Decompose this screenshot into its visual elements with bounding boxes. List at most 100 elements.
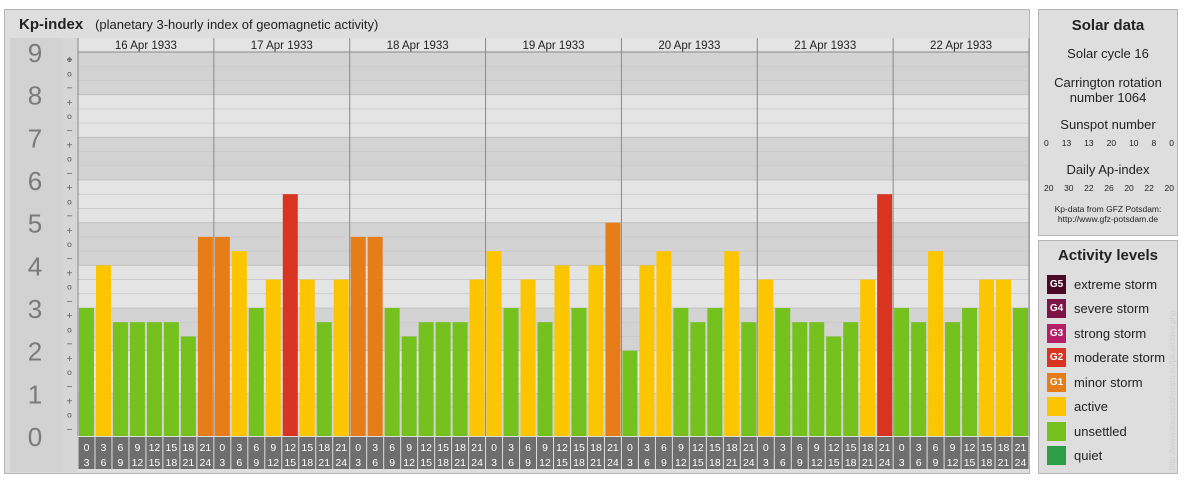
kp-bar <box>894 308 910 436</box>
kp-bar <box>146 322 162 436</box>
time-label-start: 12 <box>284 442 296 454</box>
time-box <box>825 437 842 469</box>
time-label-end: 18 <box>981 457 993 469</box>
time-label-start: 9 <box>814 442 820 454</box>
time-label-end: 9 <box>118 457 124 469</box>
time-box <box>316 437 333 469</box>
time-box <box>638 437 655 469</box>
time-label-end: 18 <box>573 457 585 469</box>
time-label-end: 12 <box>811 457 823 469</box>
kp-bar <box>1013 308 1028 436</box>
time-label-end: 21 <box>590 457 602 469</box>
time-label-end: 3 <box>84 457 90 469</box>
time-label-start: 21 <box>743 442 755 454</box>
legend-label: extreme storm <box>1074 276 1158 292</box>
time-label-end: 24 <box>607 457 619 469</box>
time-label-start: 9 <box>542 442 548 454</box>
time-label-end: 12 <box>403 457 415 469</box>
time-box <box>248 437 265 469</box>
kp-bar <box>401 336 417 436</box>
time-box <box>282 437 299 469</box>
time-box <box>214 437 231 469</box>
time-label-end: 15 <box>284 457 296 469</box>
kp-bar <box>520 279 536 436</box>
kp-band <box>78 137 1029 180</box>
time-label-end: 6 <box>236 457 242 469</box>
time-label-start: 12 <box>964 442 976 454</box>
time-box <box>520 437 537 469</box>
kp-bar <box>656 251 672 436</box>
time-label-start: 9 <box>678 442 684 454</box>
y-sub-tick: − <box>66 84 73 93</box>
kp-bar <box>707 308 723 436</box>
legend-swatch: G2 <box>1047 348 1066 367</box>
kp-bar <box>724 251 740 436</box>
kp-bar <box>231 251 247 436</box>
kp-bar <box>418 322 434 436</box>
day-label: 21 Apr 1933 <box>794 40 856 52</box>
y-tick-label: 6 <box>28 166 42 196</box>
sunspot-value: 20 <box>1106 138 1117 148</box>
kp-bar <box>384 308 400 436</box>
time-label-start: 18 <box>454 442 466 454</box>
time-label-end: 6 <box>101 457 107 469</box>
kp-bar <box>248 308 264 436</box>
time-label-end: 21 <box>318 457 330 469</box>
time-label-start: 0 <box>491 442 497 454</box>
time-label-start: 3 <box>236 442 242 454</box>
time-box <box>910 437 927 469</box>
time-label-end: 12 <box>675 457 687 469</box>
activity-levels-panel: Activity levels G5 extreme storm G4 severe … <box>1038 240 1178 474</box>
kp-bar <box>996 279 1012 436</box>
time-label-start: 21 <box>200 442 212 454</box>
kp-bar <box>962 308 978 436</box>
kp-bar <box>639 265 655 436</box>
time-box <box>265 437 282 469</box>
time-label-start: 18 <box>998 442 1010 454</box>
kp-bar <box>79 308 94 436</box>
time-label-end: 3 <box>763 457 769 469</box>
solar-cycle: Solar cycle 16 <box>1067 46 1149 61</box>
time-label-start: 6 <box>253 442 259 454</box>
ap-index-value: 20 <box>1044 183 1054 193</box>
time-label-start: 9 <box>950 442 956 454</box>
kp-bar <box>775 308 791 436</box>
time-label-end: 15 <box>692 457 704 469</box>
time-label-end: 24 <box>879 457 891 469</box>
legend-swatch <box>1047 397 1066 416</box>
kp-bar <box>333 279 349 436</box>
source-link[interactable]: http://www.gfz-potsdam.de <box>1057 214 1159 224</box>
time-label-end: 3 <box>219 457 225 469</box>
kp-bar <box>860 279 876 436</box>
legend-item: unsettled <box>1047 421 1127 441</box>
time-box <box>231 437 248 469</box>
time-label-start: 21 <box>1015 442 1027 454</box>
time-label-end: 15 <box>828 457 840 469</box>
y-sub-tick: o <box>67 368 72 377</box>
y-tick-label: 5 <box>28 209 42 239</box>
y-sub-tick: o <box>67 69 72 78</box>
y-sub-tick: o <box>67 112 72 121</box>
time-label-start: 15 <box>437 442 449 454</box>
legend-swatch <box>1047 421 1066 441</box>
time-label-end: 6 <box>372 457 378 469</box>
day-label: 19 Apr 1933 <box>522 40 584 52</box>
time-label-end: 18 <box>709 457 721 469</box>
time-box <box>672 437 689 469</box>
sunspot-value: 13 <box>1084 138 1094 148</box>
kp-bar <box>452 322 468 436</box>
time-box <box>791 437 808 469</box>
kp-bar <box>282 194 298 436</box>
time-box <box>299 437 316 469</box>
y-sub-tick: + <box>66 140 73 149</box>
kp-bar <box>554 265 570 436</box>
time-box <box>570 437 587 469</box>
kp-bar <box>197 236 213 436</box>
time-box <box>944 437 961 469</box>
time-label-end: 18 <box>166 457 178 469</box>
time-box <box>842 437 859 469</box>
time-label-end: 3 <box>627 457 633 469</box>
kp-bar <box>435 322 451 436</box>
day-header-band <box>78 38 1029 52</box>
time-label-start: 3 <box>508 442 514 454</box>
